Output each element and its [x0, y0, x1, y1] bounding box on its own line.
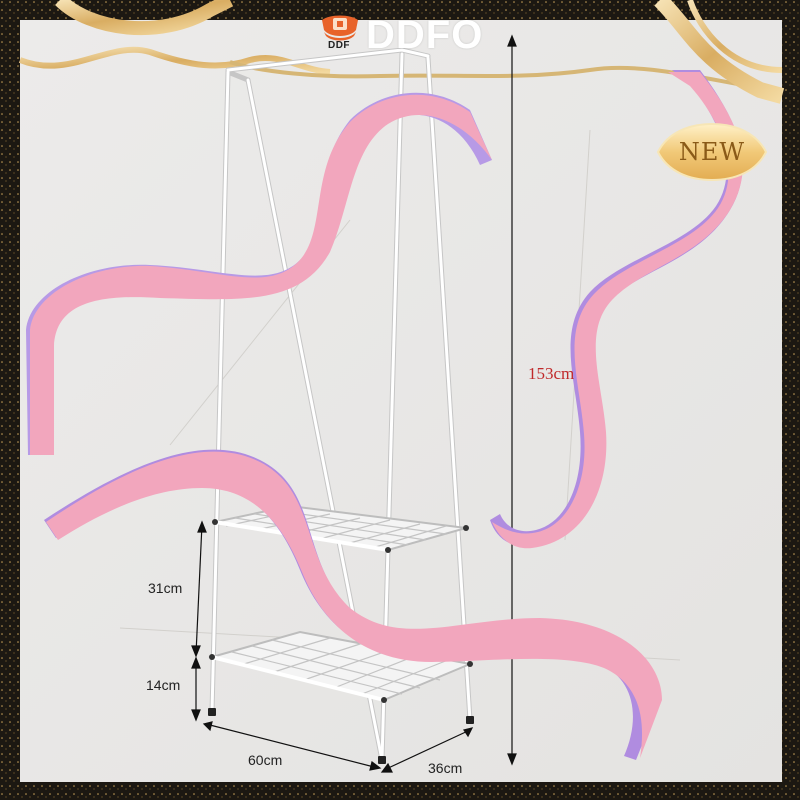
height-label: 153cm	[528, 364, 575, 383]
logo-wordmark: DDFO	[366, 13, 484, 57]
new-badge: NEW	[656, 122, 768, 182]
brand-logo: DDF DDFO	[318, 14, 483, 56]
shelf-gap-label: 31cm	[148, 580, 183, 596]
logo-small-text: DDF	[327, 40, 351, 51]
rack-feet	[208, 708, 474, 764]
new-badge-label: NEW	[678, 138, 746, 166]
pink-ribbon	[26, 70, 743, 760]
new-badge-shape	[656, 122, 768, 182]
lower-shoe-shelf	[208, 630, 474, 703]
depth-label: 36cm	[428, 760, 463, 776]
logo-emblem	[322, 15, 358, 41]
bottom-clearance-label: 14cm	[146, 677, 181, 693]
width-label: 60cm	[248, 752, 283, 768]
logo-badge: DDF	[318, 14, 360, 56]
